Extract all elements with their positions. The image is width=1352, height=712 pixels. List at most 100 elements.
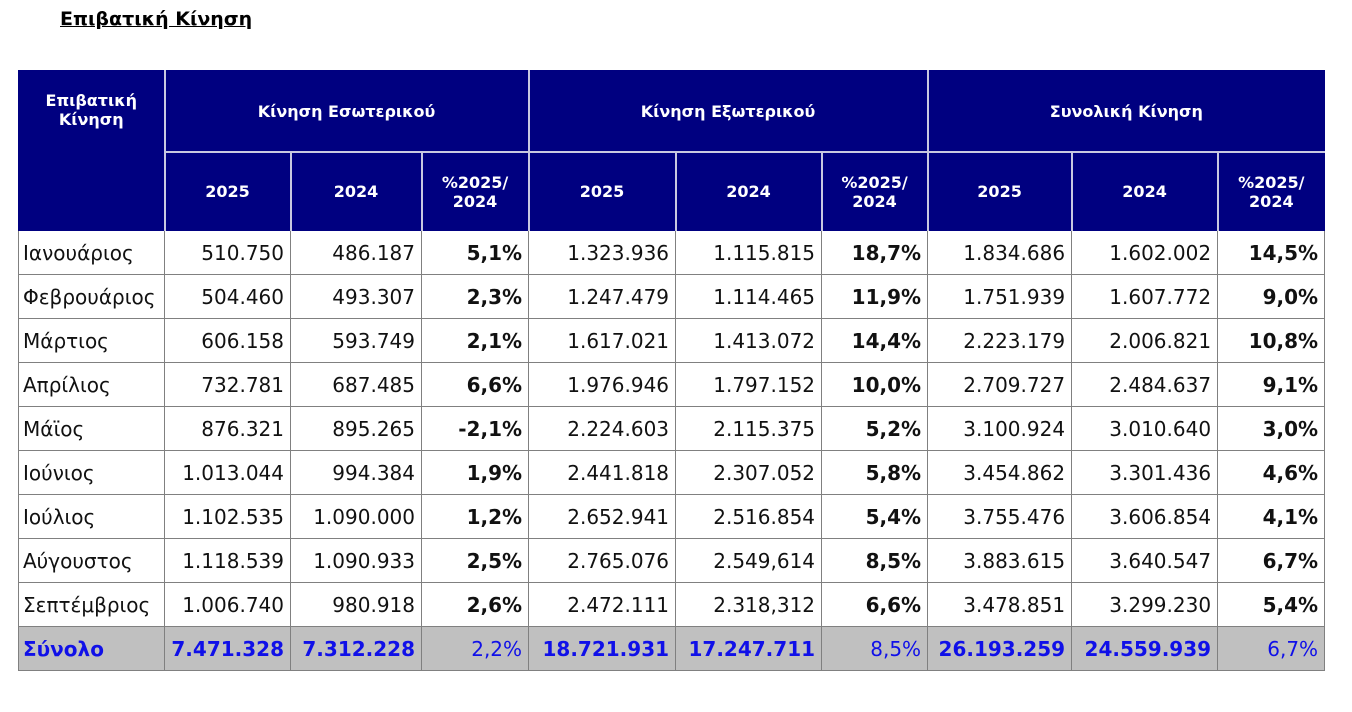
value-cell: 2.224.603	[528, 406, 677, 451]
pct-cell: 6,7%	[1217, 538, 1326, 583]
value-cell: 2.549,614	[675, 538, 823, 583]
value-cell: 1.751.939	[927, 274, 1073, 319]
subheader-pct-change: %2025/ 2024	[820, 151, 929, 231]
pct-cell: 10,0%	[821, 362, 929, 407]
value-cell: 3.454.862	[927, 450, 1073, 495]
value-cell: 593.749	[290, 318, 422, 363]
pct-cell: 3,0%	[1217, 406, 1326, 451]
value-cell: 732.781	[164, 362, 291, 407]
pct-cell: 9,0%	[1217, 274, 1326, 319]
table-row: Σεπτέμβριος 1.006.740 980.918 2,6% 2.472.111…	[18, 582, 1326, 627]
subheader-2025: 2025	[926, 151, 1073, 231]
value-cell: 3.755.476	[927, 494, 1073, 539]
pct-cell: 9,1%	[1217, 362, 1326, 407]
table-row: Ιούλιος 1.102.535 1.090.000 1,2% 2.652.941 2.…	[18, 494, 1326, 539]
value-cell: 1.115.815	[675, 230, 823, 275]
pct-cell: 14,4%	[821, 318, 929, 363]
value-cell: 1.602.002	[1071, 230, 1219, 275]
pct-cell: 5,8%	[821, 450, 929, 495]
group-header-international: Κίνηση Εξωτερικού	[527, 70, 929, 153]
value-cell: 1.247.479	[528, 274, 677, 319]
pct-cell: 2,1%	[420, 318, 530, 363]
value-cell: 876.321	[164, 406, 291, 451]
pct-cell: 4,6%	[1217, 450, 1326, 495]
value-cell: 3.100.924	[927, 406, 1073, 451]
corner-header: Επιβατική Κίνηση	[18, 70, 165, 231]
value-cell: 1.006.740	[164, 582, 291, 627]
month-cell: Απρίλιος	[18, 362, 165, 407]
pct-cell: 18,7%	[821, 230, 929, 275]
value-cell: 1.013.044	[164, 450, 291, 495]
pct-cell: 5,1%	[420, 230, 530, 275]
value-cell: 1.114.465	[675, 274, 823, 319]
value-cell: 1.617.021	[528, 318, 677, 363]
pct-cell: 5,4%	[1217, 582, 1326, 627]
value-cell: 1.797.152	[675, 362, 823, 407]
value-cell: 994.384	[290, 450, 422, 495]
month-cell: Σεπτέμβριος	[18, 582, 165, 627]
value-cell: 3.010.640	[1071, 406, 1219, 451]
pct-cell: 2,5%	[420, 538, 530, 583]
value-cell: 24.559.939	[1071, 626, 1219, 671]
value-cell: 1.090.000	[290, 494, 422, 539]
group-header-total: Συνολική Κίνηση	[926, 70, 1326, 153]
table-row: Απρίλιος 732.781 687.485 6,6% 1.976.946 1.797…	[18, 362, 1326, 407]
pct-cell: -2,1%	[420, 406, 530, 451]
value-cell: 2.307.052	[675, 450, 823, 495]
value-cell: 1.976.946	[528, 362, 677, 407]
pct-cell: 6,6%	[420, 362, 530, 407]
value-cell: 1.413.072	[675, 318, 823, 363]
subheader-2024: 2024	[289, 151, 422, 231]
pct-cell: 2,3%	[420, 274, 530, 319]
pct-cell: 1,9%	[420, 450, 530, 495]
value-cell: 26.193.259	[927, 626, 1073, 671]
value-cell: 2.223.179	[927, 318, 1073, 363]
value-cell: 1.834.686	[927, 230, 1073, 275]
value-cell: 2.472.111	[528, 582, 677, 627]
value-cell: 510.750	[164, 230, 291, 275]
value-cell: 7.471.328	[164, 626, 291, 671]
month-cell: Μάρτιος	[18, 318, 165, 363]
pct-cell: 11,9%	[821, 274, 929, 319]
value-cell: 493.307	[290, 274, 422, 319]
pct-cell: 4,1%	[1217, 494, 1326, 539]
value-cell: 7.312.228	[290, 626, 422, 671]
value-cell: 1.102.535	[164, 494, 291, 539]
subheader-2025: 2025	[163, 151, 291, 231]
value-cell: 2.441.818	[528, 450, 677, 495]
subheader-2024: 2024	[1070, 151, 1219, 231]
pct-cell: 2,6%	[420, 582, 530, 627]
value-cell: 3.299.230	[1071, 582, 1219, 627]
month-cell: Ιανουάριος	[18, 230, 165, 275]
month-cell: Σύνολο	[18, 626, 165, 671]
value-cell: 486.187	[290, 230, 422, 275]
pct-cell: 1,2%	[420, 494, 530, 539]
table-row: Αύγουστος 1.118.539 1.090.933 2,5% 2.765.076…	[18, 538, 1326, 583]
group-header-domestic: Κίνηση Εσωτερικού	[163, 70, 530, 153]
table-row: Ιανουάριος 510.750 486.187 5,1% 1.323.936 1.1…	[18, 230, 1326, 275]
value-cell: 2.765.076	[528, 538, 677, 583]
value-cell: 980.918	[290, 582, 422, 627]
passenger-traffic-table: Επιβατική Κίνηση Κίνηση Εσωτερικού Κίνησ…	[18, 70, 1326, 671]
subheader-2024: 2024	[674, 151, 823, 231]
month-cell: Ιούνιος	[18, 450, 165, 495]
value-cell: 2.006.821	[1071, 318, 1219, 363]
pct-cell: 14,5%	[1217, 230, 1326, 275]
value-cell: 2.484.637	[1071, 362, 1219, 407]
subheader-pct-change: %2025/ 2024	[1216, 151, 1326, 231]
pct-cell: 8,5%	[821, 626, 929, 671]
value-cell: 3.301.436	[1071, 450, 1219, 495]
table-row: Μάρτιος 606.158 593.749 2,1% 1.617.021 1.413.…	[18, 318, 1326, 363]
pct-cell: 5,2%	[821, 406, 929, 451]
value-cell: 3.883.615	[927, 538, 1073, 583]
value-cell: 17.247.711	[675, 626, 823, 671]
total-row: Σύνολο 7.471.328 7.312.228 2,2% 18.721.931 17…	[18, 626, 1326, 671]
value-cell: 606.158	[164, 318, 291, 363]
value-cell: 3.640.547	[1071, 538, 1219, 583]
pct-cell: 2,2%	[420, 626, 530, 671]
value-cell: 2.516.854	[675, 494, 823, 539]
value-cell: 2.709.727	[927, 362, 1073, 407]
value-cell: 1.118.539	[164, 538, 291, 583]
value-cell: 2.652.941	[528, 494, 677, 539]
pct-cell: 8,5%	[821, 538, 929, 583]
